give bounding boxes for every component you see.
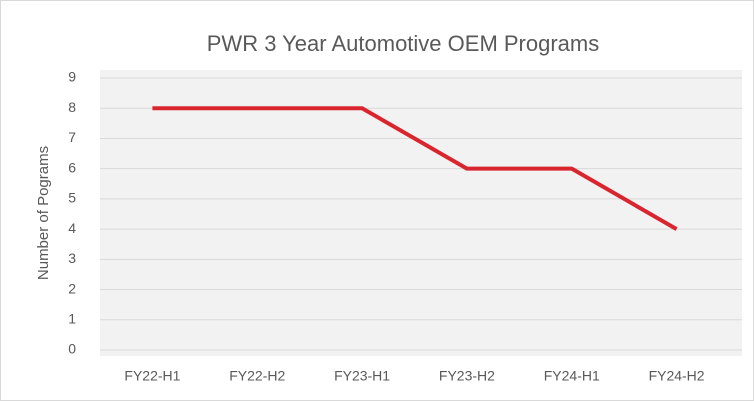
y-tick-label: 7 <box>68 129 76 145</box>
y-tick-label: 5 <box>68 190 76 206</box>
chart-title: PWR 3 Year Automotive OEM Programs <box>207 31 600 56</box>
x-tick-label: FY22-H1 <box>124 368 180 384</box>
x-tick-label: FY23-H1 <box>334 368 390 384</box>
x-tick-label: FY22-H2 <box>229 368 285 384</box>
y-tick-label: 1 <box>68 310 76 326</box>
y-tick-label: 6 <box>68 159 76 175</box>
y-tick-label: 2 <box>68 280 76 296</box>
x-tick-label: FY24-H1 <box>544 368 600 384</box>
y-tick-label: 3 <box>68 250 76 266</box>
y-tick-label: 0 <box>68 341 76 357</box>
y-tick-label: 8 <box>68 99 76 115</box>
x-tick-label: FY24-H2 <box>649 368 705 384</box>
plot-area <box>100 70 742 356</box>
y-tick-label: 9 <box>68 69 76 85</box>
y-axis-label: Number of Pograms <box>35 146 52 280</box>
x-tick-label: FY23-H2 <box>439 368 495 384</box>
y-tick-label: 4 <box>68 220 76 236</box>
data-line <box>152 106 678 231</box>
